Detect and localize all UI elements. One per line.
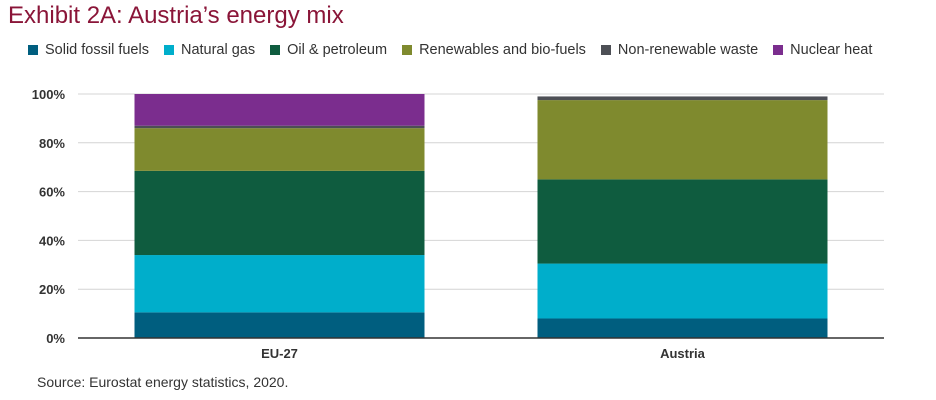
bar-segment [134,94,425,126]
legend-swatch [28,45,38,55]
legend-label: Non-renewable waste [617,42,759,58]
legend-label: Oil & petroleum [287,42,388,58]
legend-label: Solid fossil fuels [45,42,149,58]
bar-segment [537,96,828,101]
legend-swatch [773,45,784,55]
bar-segment [537,179,828,264]
bar-segment [537,263,828,319]
legend-swatch [270,45,281,55]
bar-segment [134,312,425,338]
legend-item: Solid fossil fuels [28,42,149,58]
y-tick-label: 20% [39,282,65,297]
legend-label: Natural gas [180,42,256,58]
chart-title: Exhibit 2A: Austria’s energy mix [8,2,344,29]
legend-swatch [163,45,174,55]
y-tick-label: 40% [39,233,65,248]
legend-swatch [600,45,611,55]
legend-item: Oil & petroleum [270,42,387,58]
legend-swatch [402,45,413,55]
y-tick-label: 0% [46,331,65,346]
bar-segment [134,255,425,313]
stacked-bar-chart: 0% 20% 40% 60% 80% 100% EU-27 Austria [32,87,884,361]
source-note: Source: Eurostat energy statistics, 2020… [37,374,289,390]
y-tick-label: 60% [39,185,65,200]
legend-item: Nuclear heat [773,42,872,58]
legend-item: Non-renewable waste [600,42,759,58]
legend-label: Nuclear heat [790,42,873,58]
legend-item: Natural gas [163,42,256,58]
legend-label: Renewables and bio-fuels [419,42,586,58]
bar-segment [537,318,828,338]
x-tick-label: Austria [660,346,706,361]
y-tick-label: 100% [32,87,66,102]
y-tick-label: 80% [39,136,65,151]
x-tick-label: EU-27 [261,346,298,361]
bar-segment [537,100,828,180]
chart-legend: Solid fossil fuels Natural gas Oil & petro… [28,42,887,58]
bar-segment [134,170,425,256]
legend-item: Renewables and bio-fuels [402,42,586,58]
bar-segment [134,128,425,171]
bar-segment [134,125,425,129]
